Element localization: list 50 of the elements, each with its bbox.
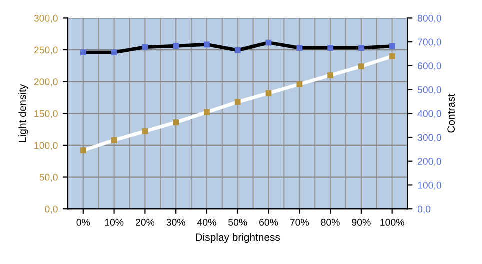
- point: [328, 72, 334, 78]
- point: [389, 43, 396, 50]
- x-tick-label: 50%: [228, 219, 248, 226]
- y-tick-label: 200,0: [34, 78, 58, 87]
- point: [234, 47, 241, 54]
- point: [173, 43, 180, 50]
- y-tick-label: 300,0: [34, 14, 58, 23]
- point: [358, 64, 364, 70]
- x-tick-label: 70%: [290, 219, 310, 226]
- point: [234, 99, 241, 106]
- y-tick-label: 150,0: [34, 110, 58, 118]
- x-tick-label: 100%: [380, 219, 404, 226]
- y-axis-title: Light density: [18, 84, 28, 142]
- point: [358, 45, 364, 51]
- y2-axis-title: Contrast: [448, 94, 456, 133]
- x-axis-title: Display brightness: [196, 233, 280, 244]
- y-tick-label: 50,0: [40, 174, 58, 182]
- point: [389, 53, 396, 60]
- y2-tick-label: 400,0: [418, 110, 442, 118]
- point: [173, 120, 180, 126]
- point: [111, 50, 118, 56]
- y2-tick-label: 300,0: [418, 134, 442, 142]
- y2-tick-label: 100,0: [418, 182, 442, 190]
- y2-tick-label: 0,0: [418, 206, 431, 214]
- point: [296, 45, 303, 51]
- y-tick-label: 0,0: [45, 206, 58, 214]
- y-tick-label: 100,0: [34, 142, 58, 150]
- x-tick-label: 90%: [352, 219, 371, 226]
- x-tick-label: 20%: [136, 219, 155, 226]
- point: [111, 137, 118, 144]
- y2-tick-label: 200,0: [418, 158, 442, 166]
- x-tick-label: 10%: [105, 219, 124, 226]
- point: [80, 50, 86, 56]
- y2-tick-label: 700,0: [418, 38, 442, 47]
- point: [204, 42, 210, 48]
- x-tick-label: 30%: [166, 219, 186, 226]
- y-tick-label: 250,0: [34, 46, 58, 55]
- y2-tick-label: 800,0: [418, 14, 442, 23]
- point: [142, 44, 148, 50]
- x-tick-label: 0%: [76, 219, 90, 226]
- point: [296, 81, 303, 88]
- point: [204, 109, 210, 116]
- y2-tick-label: 600,0: [418, 62, 442, 71]
- y2-tick-label: 500,0: [418, 86, 442, 95]
- x-tick-label: 60%: [260, 219, 278, 226]
- x-tick-label: 80%: [321, 219, 340, 226]
- point: [80, 148, 86, 154]
- point: [142, 128, 148, 134]
- point: [328, 45, 334, 51]
- x-tick-label: 40%: [197, 219, 216, 226]
